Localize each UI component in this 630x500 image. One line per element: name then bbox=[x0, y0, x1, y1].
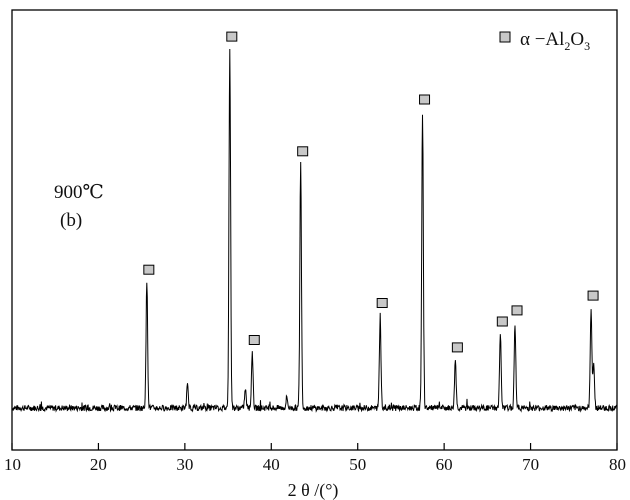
peak-marker bbox=[226, 31, 238, 42]
temperature-annotation: 900℃ bbox=[54, 182, 104, 203]
x-tick-label: 30 bbox=[176, 455, 193, 474]
x-axis-ticks bbox=[11, 443, 618, 450]
panel-label: (b) bbox=[60, 210, 82, 231]
x-tick-label: 20 bbox=[90, 455, 107, 474]
legend-label-sub2: 3 bbox=[584, 39, 590, 53]
legend-label-mid: O bbox=[570, 29, 584, 50]
peak-marker bbox=[451, 342, 463, 353]
legend-label-prefix: α −Al bbox=[520, 29, 564, 50]
legend-label-sub1: 2 bbox=[564, 39, 570, 53]
legend-label: α −Al2O3 bbox=[520, 29, 590, 53]
x-tick-label: 50 bbox=[349, 455, 366, 474]
peak-markers bbox=[143, 31, 599, 353]
peak-marker bbox=[587, 290, 599, 301]
plot-frame bbox=[11, 9, 618, 451]
x-tick-label: 40 bbox=[263, 455, 280, 474]
peak-marker bbox=[297, 146, 309, 157]
x-tick-label: 60 bbox=[436, 455, 453, 474]
x-tick-label: 80 bbox=[609, 455, 626, 474]
legend-marker-icon bbox=[499, 31, 511, 43]
x-axis-title: 2 θ /(°) bbox=[288, 480, 339, 500]
peak-marker bbox=[376, 298, 388, 308]
peak-marker bbox=[419, 94, 431, 105]
x-tick-label: 70 bbox=[522, 455, 539, 474]
legend: α −Al2O3 bbox=[499, 29, 590, 53]
x-tick-label: 10 bbox=[4, 455, 21, 474]
peak-marker bbox=[511, 305, 523, 316]
xrd-pattern-line bbox=[11, 48, 618, 413]
peak-marker bbox=[143, 264, 155, 275]
peak-marker bbox=[248, 335, 260, 345]
x-axis-tick-labels: 10 20 30 40 50 60 70 80 bbox=[4, 455, 626, 474]
peak-marker bbox=[496, 316, 508, 327]
